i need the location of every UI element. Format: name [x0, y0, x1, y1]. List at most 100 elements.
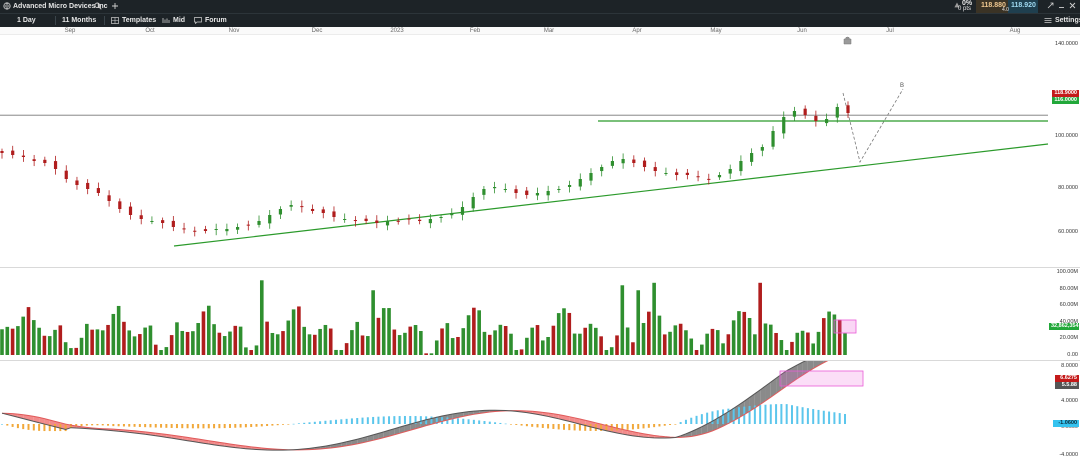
volume-bar: [625, 327, 630, 355]
close-icon[interactable]: [1069, 2, 1076, 12]
mid-icon[interactable]: [162, 17, 170, 27]
histogram-bar: [441, 417, 444, 424]
pane-divider[interactable]: [0, 360, 1080, 361]
volume-bar: [567, 312, 572, 355]
histogram-bar: [817, 409, 820, 424]
volume-bar: [74, 347, 79, 355]
histogram-bar: [472, 419, 475, 424]
histogram-bar: [228, 424, 231, 428]
candle-body: [514, 189, 518, 193]
candle-body: [139, 215, 143, 219]
expand-icon[interactable]: [1047, 2, 1054, 12]
range-selector[interactable]: 11 Months: [62, 17, 97, 24]
volume-bar: [233, 325, 238, 355]
month-label: Mar: [543, 28, 555, 34]
volume-bar: [111, 313, 116, 355]
macd-fill: [617, 428, 623, 435]
time-axis: Sep Oct Nov Dec 2023 Feb Mar Apr May Jun Jul Aug: [0, 27, 1080, 35]
pane-divider[interactable]: [0, 267, 1080, 268]
volume-bar: [668, 331, 672, 355]
volume-bar: [313, 334, 317, 355]
volume-bar: [768, 324, 773, 355]
volume-bar: [705, 333, 709, 355]
plus-icon[interactable]: [111, 2, 119, 13]
candle-body: [567, 185, 572, 187]
histogram-bar: [393, 416, 396, 424]
histogram-bar: [647, 424, 650, 428]
price-chart[interactable]: B: [0, 35, 1080, 267]
forum-icon[interactable]: [194, 17, 202, 27]
lock-icon: [843, 36, 852, 45]
volume-bar: [514, 350, 519, 355]
candle-body: [750, 153, 754, 162]
volume-bar: [344, 343, 349, 355]
volume-chart[interactable]: [0, 268, 1080, 360]
axis-tick-label: -4.0000: [1059, 452, 1078, 458]
histogram-bar: [626, 424, 629, 430]
histogram-bar: [536, 424, 539, 428]
histogram-bar: [456, 418, 459, 424]
volume-bar: [169, 335, 174, 355]
ask-box[interactable]: [1008, 0, 1038, 13]
templates-icon[interactable]: [111, 17, 119, 27]
histogram-bar: [11, 424, 14, 427]
histogram-bar: [435, 416, 438, 424]
bid-box[interactable]: [976, 0, 1008, 13]
volume-bar: [509, 333, 513, 355]
macd-chart[interactable]: [0, 361, 1080, 465]
projection-label: B: [900, 83, 904, 89]
histogram-bar: [663, 424, 666, 426]
volume-bar: [726, 334, 731, 355]
bid-price[interactable]: 118.880: [981, 2, 1006, 9]
change-points: 0 pts: [958, 6, 972, 12]
histogram-bar: [313, 421, 316, 424]
search-icon[interactable]: [94, 2, 102, 13]
volume-pane[interactable]: 100.00M 80.00M 60.00M 40.00M 20.00M 0.00 32,8…: [0, 268, 1080, 360]
settings-icon[interactable]: [1044, 17, 1052, 27]
axis-tick-label: 20.00M: [1059, 335, 1078, 341]
interval-selector[interactable]: 1 Day: [17, 17, 36, 24]
macd-fill: [12, 413, 18, 418]
volume-bar: [487, 334, 492, 355]
price-pane[interactable]: B 140.0000 100.0000 80.0000 60.0000 118.900…: [0, 35, 1080, 267]
volume-bar: [381, 308, 386, 355]
macd-fill: [723, 411, 729, 427]
histogram-bar: [547, 424, 550, 429]
macd-scale[interactable]: 8.0000 4.0000 0.0000 -4.0000: [1048, 361, 1080, 465]
candle-body: [450, 213, 454, 216]
histogram-bar: [483, 421, 486, 424]
histogram-bar: [96, 424, 99, 426]
ask-price[interactable]: 118.920: [1011, 2, 1036, 9]
histogram-bar: [838, 413, 841, 424]
forum-button[interactable]: Forum: [205, 17, 227, 24]
histogram-bar: [727, 408, 730, 424]
month-label: Apr: [632, 28, 642, 34]
settings-button[interactable]: Settings: [1055, 17, 1080, 24]
candle-body: [161, 220, 165, 223]
candle-body: [128, 206, 133, 215]
price-type-selector[interactable]: Mid: [173, 17, 186, 24]
candle-body: [535, 193, 540, 196]
volume-bar: [69, 348, 73, 355]
volume-bar: [376, 317, 381, 355]
volume-scale[interactable]: 100.00M 80.00M 60.00M 40.00M 20.00M 0.00: [1048, 268, 1080, 360]
volume-bar: [355, 321, 360, 355]
candle-body: [310, 208, 315, 211]
histogram-bar: [282, 424, 284, 425]
volume-bar: [302, 326, 307, 355]
instrument-name[interactable]: Advanced Micro Devices Inc: [13, 3, 108, 10]
candle-body: [557, 189, 561, 190]
price-scale[interactable]: 140.0000 100.0000 80.0000 60.0000: [1048, 35, 1080, 267]
histogram-bar: [6, 424, 9, 426]
candle-body: [193, 230, 197, 232]
spread-value: 4.0: [1002, 7, 1009, 13]
volume-bar: [138, 334, 142, 355]
histogram-bar: [403, 415, 406, 424]
macd-pane[interactable]: 8.0000 4.0000 0.0000 -4.0000 6.6275 5.5.88 …: [0, 361, 1080, 465]
templates-button[interactable]: Templates: [122, 17, 157, 24]
minimize-icon[interactable]: [1058, 2, 1065, 12]
signal-line: [1, 361, 829, 451]
macd-fill: [707, 421, 713, 433]
histogram-bar: [165, 424, 168, 428]
volume-bar: [578, 333, 582, 355]
